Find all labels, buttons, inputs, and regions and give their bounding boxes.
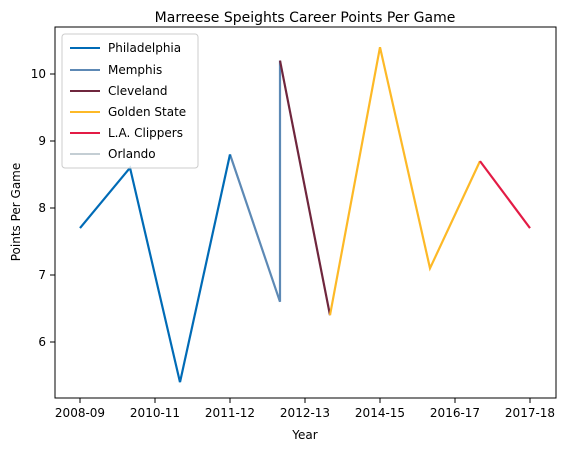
y-axis: 6 7 8 9 10 Points Per Game: [9, 67, 55, 349]
x-axis-label: Year: [291, 428, 317, 442]
legend-label-golden-state: Golden State: [108, 105, 186, 119]
x-tick-label: 2017-18: [505, 406, 555, 420]
series-line-cleveland: [278, 60, 332, 316]
x-tick-label: 2016-17: [430, 406, 480, 420]
plot-lines: [79, 46, 531, 383]
plot-area: [54, 26, 557, 399]
y-tick-label: 7: [38, 268, 46, 282]
x-tick-label: 2012-13: [280, 406, 330, 420]
legend-label-philadelphia: Philadelphia: [108, 41, 181, 55]
legend-label-cleveland: Cleveland: [108, 84, 168, 98]
legend-label-la-clippers: L.A. Clippers: [108, 126, 183, 140]
legend-label-memphis: Memphis: [108, 63, 162, 77]
x-tick-label: 2011-12: [205, 406, 255, 420]
y-axis-label: Points Per Game: [9, 163, 23, 262]
chart-title: Marreese Speights Career Points Per Game: [155, 10, 456, 26]
x-tick-label: 2008-09: [55, 406, 105, 420]
legend-box: [61, 33, 199, 169]
y-tick-label: 6: [38, 335, 46, 349]
series-line-l-a-clippers: [479, 160, 531, 229]
legend: Philadelphia Memphis Cleveland Golden St…: [61, 33, 199, 169]
y-tick-label: 8: [38, 201, 46, 215]
legend-label-orlando: Orlando: [108, 147, 156, 161]
series-line-philadelphia: [79, 165, 182, 383]
x-tick-label: 2010-11: [130, 406, 180, 420]
series-line-connector: [178, 154, 232, 383]
y-tick-label: 10: [31, 67, 46, 81]
x-axis: 2008-09 2010-11 2011-12 2012-13 2014-15 …: [55, 398, 555, 442]
x-tick-label: 2014-15: [355, 406, 405, 420]
series-line-memphis: [228, 60, 282, 303]
y-tick-label: 9: [38, 134, 46, 148]
series-line-golden-state: [328, 46, 481, 316]
